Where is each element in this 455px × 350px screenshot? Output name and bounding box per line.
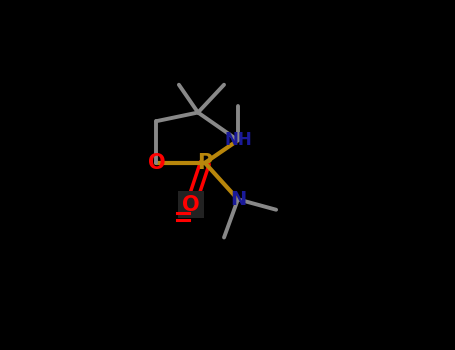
Text: P: P bbox=[197, 153, 212, 173]
Text: NH: NH bbox=[224, 131, 252, 149]
Text: O: O bbox=[147, 153, 165, 173]
Text: N: N bbox=[230, 190, 246, 209]
Bar bbox=[178, 191, 204, 218]
Text: O: O bbox=[182, 195, 200, 215]
